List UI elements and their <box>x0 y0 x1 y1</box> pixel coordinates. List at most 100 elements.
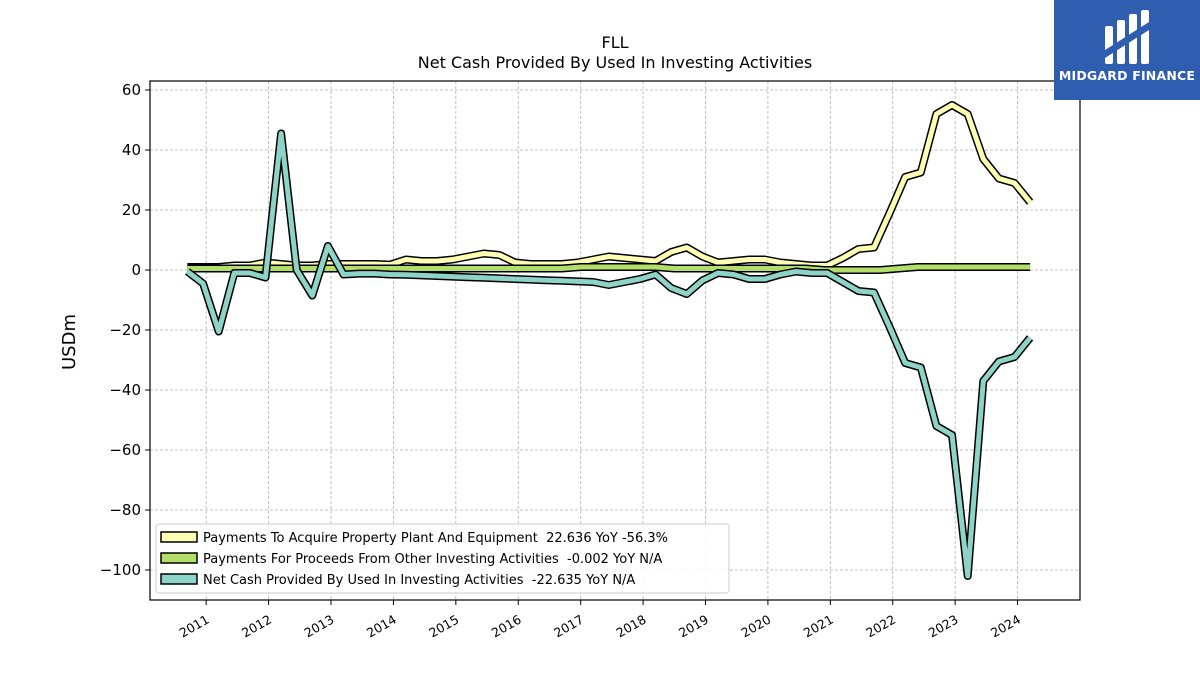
midgard-mark-icon <box>1105 10 1149 64</box>
data-point <box>374 268 375 269</box>
data-point <box>858 248 859 249</box>
data-point <box>608 284 609 285</box>
data-point <box>639 259 640 260</box>
data-point <box>421 275 422 276</box>
data-point <box>1030 266 1031 267</box>
data-point <box>580 266 581 267</box>
y-tick-label: 20 <box>122 201 141 219</box>
data-point <box>780 262 781 263</box>
data-point <box>780 274 781 275</box>
data-point <box>686 293 687 294</box>
chart-title: FLL <box>601 33 628 52</box>
data-point <box>671 287 672 288</box>
data-point <box>1030 202 1031 203</box>
data-point <box>359 263 360 264</box>
data-point <box>327 263 328 264</box>
data-point <box>905 362 906 363</box>
x-tick-label: 2011 <box>177 612 212 641</box>
y-tick-label: 0 <box>131 261 141 279</box>
data-point <box>842 257 843 258</box>
data-point <box>827 265 828 266</box>
data-point <box>936 266 937 267</box>
data-point <box>281 268 282 269</box>
data-point <box>624 281 625 282</box>
y-tick-label: −80 <box>109 501 141 519</box>
data-point <box>281 133 282 134</box>
x-axis-ticks: 2011 2012 2013 2014 2015 2016 2017 2018 2019 2020… <box>177 600 1023 641</box>
data-point <box>468 268 469 269</box>
data-point <box>873 292 874 293</box>
data-point <box>998 361 999 362</box>
data-point <box>390 274 391 275</box>
data-point <box>1014 356 1015 357</box>
data-point <box>405 259 406 260</box>
data-point <box>483 277 484 278</box>
data-point <box>421 260 422 261</box>
y-axis-ticks: 60 40 20 0 −20 −40 −60 −80 −100 <box>100 81 150 579</box>
x-tick-label: 2022 <box>863 612 898 641</box>
data-point <box>405 274 406 275</box>
data-point <box>561 280 562 281</box>
data-point <box>702 256 703 257</box>
y-tick-label: −40 <box>109 381 141 399</box>
data-point <box>842 269 843 270</box>
data-point <box>224 268 225 269</box>
data-point <box>992 266 993 267</box>
plot-area <box>184 101 1034 580</box>
data-point <box>187 268 188 269</box>
data-point <box>880 269 881 270</box>
data-point <box>499 254 500 255</box>
data-point <box>733 274 734 275</box>
data-point <box>618 266 619 267</box>
data-point <box>692 268 693 269</box>
legend: Payments To Acquire Property Plant And E… <box>155 523 730 594</box>
data-point <box>281 263 282 264</box>
data-point <box>437 275 438 276</box>
grid-lines <box>150 81 1080 600</box>
x-tick-label: 2016 <box>489 612 524 641</box>
data-point <box>920 367 921 368</box>
data-point <box>483 253 484 254</box>
data-point <box>1014 182 1015 183</box>
data-point <box>671 251 672 252</box>
data-point <box>374 263 375 264</box>
data-point <box>546 263 547 264</box>
data-point <box>468 256 469 257</box>
data-point <box>243 268 244 269</box>
data-point <box>577 262 578 263</box>
data-point <box>593 281 594 282</box>
x-tick-label: 2013 <box>301 612 336 641</box>
data-point <box>312 295 313 296</box>
data-point <box>936 113 937 114</box>
series-line-2 <box>185 131 1033 579</box>
data-point <box>951 104 952 105</box>
data-point <box>920 172 921 173</box>
data-point <box>515 278 516 279</box>
data-point <box>973 266 974 267</box>
data-point <box>249 272 250 273</box>
data-point <box>967 575 968 576</box>
data-point <box>206 268 207 269</box>
data-point <box>749 278 750 279</box>
data-point <box>811 272 812 273</box>
x-tick-label: 2017 <box>551 612 586 641</box>
data-point <box>561 268 562 269</box>
data-point <box>889 212 890 213</box>
data-point <box>983 380 984 381</box>
data-point <box>858 290 859 291</box>
legend-label: Payments For Proceeds From Other Investi… <box>203 552 662 567</box>
data-point <box>359 273 360 274</box>
data-point <box>767 268 768 269</box>
y-tick-label: −20 <box>109 321 141 339</box>
data-point <box>593 259 594 260</box>
data-point <box>749 259 750 260</box>
data-point <box>967 113 968 114</box>
data-point <box>1030 337 1031 338</box>
y-axis-label: USDm <box>59 314 80 370</box>
data-point <box>795 271 796 272</box>
logo-text: MIDGARD FINANCE <box>1058 68 1196 83</box>
data-point <box>898 268 899 269</box>
y-tick-label: 60 <box>122 81 141 99</box>
legend-swatch <box>160 552 198 564</box>
data-point <box>452 259 453 260</box>
